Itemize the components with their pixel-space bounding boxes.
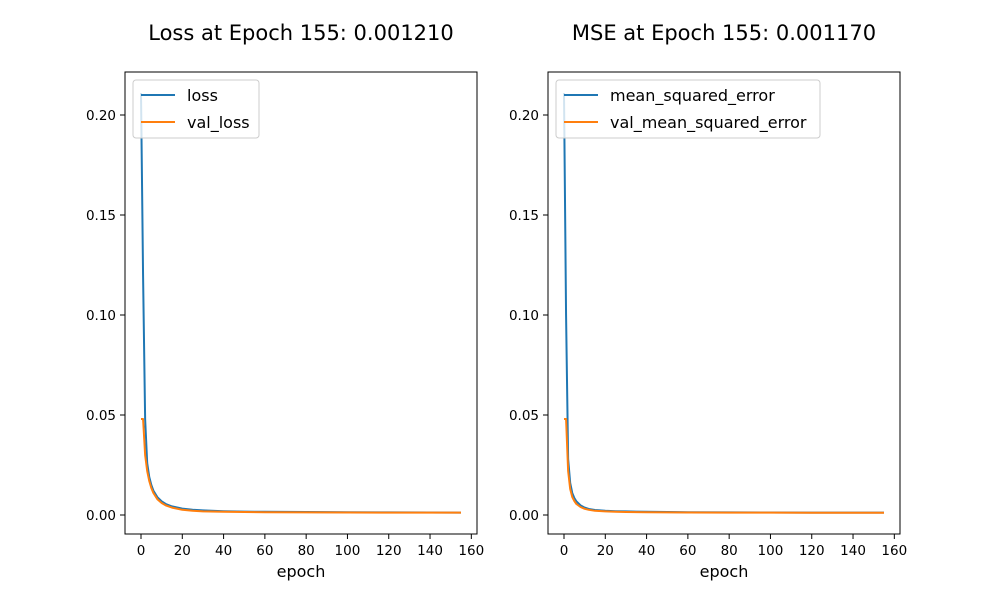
legend-frame [555,79,821,139]
series-line-val-loss [141,418,462,514]
x-tick-label: 100 [335,543,361,559]
x-tick-label: 140 [840,543,866,559]
y-tick-label: 0.20 [509,108,539,124]
y-tick-label: 0.20 [86,108,116,124]
x-tick-label: 80 [721,543,738,559]
legend-entry-loss: loss [187,86,218,105]
y-tick-label: 0.15 [86,208,116,224]
y-tick-label: 0.00 [509,508,539,524]
x-axis-label: epoch [700,562,749,581]
x-tick-label: 120 [799,543,825,559]
x-tick-label: 40 [215,543,232,559]
plot-area: 0 20 40 60 80 100 120 140 160 0.00 0.05 0.10 0.15 0.2… [509,71,907,559]
loss-chart: Loss at Epoch 155: 0.001210 0 20 40 60 80 100… [86,21,484,581]
x-tick-label: 20 [597,543,614,559]
legend-entry-val-loss: val_loss [187,113,250,133]
y-tick-label: 0.05 [509,408,539,424]
x-tick-label: 40 [638,543,655,559]
y-tick-label: 0.15 [509,208,539,224]
x-tick-label: 120 [376,543,402,559]
mse-chart: MSE at Epoch 155: 0.001170 0 20 40 60 80 100 1… [509,21,907,581]
series-line-val-mean-squared-error [564,418,885,514]
x-tick-label: 60 [256,543,273,559]
x-axis-label: epoch [277,562,326,581]
legend: mean_squared_error val_mean_squared_erro… [555,79,821,139]
chart-title: MSE at Epoch 155: 0.001170 [572,21,876,45]
x-tick-label: 0 [560,543,569,559]
x-tick-label: 160 [458,543,484,559]
axes-frame [547,71,901,535]
legend-entry-val-mean-squared-error: val_mean_squared_error [610,113,807,133]
y-tick-label: 0.05 [86,408,116,424]
x-tick-label: 140 [417,543,443,559]
legend-entry-mean-squared-error: mean_squared_error [610,86,775,106]
x-tick-label: 0 [137,543,146,559]
y-tick-label: 0.00 [86,508,116,524]
axes-frame [124,71,478,535]
x-tick-label: 160 [881,543,907,559]
y-tick-label: 0.10 [509,308,539,324]
plot-area: 0 20 40 60 80 100 120 140 160 0.00 0.05 0.10 0.15 0.2… [86,71,484,559]
chart-title: Loss at Epoch 155: 0.001210 [148,21,454,45]
x-tick-label: 60 [679,543,696,559]
x-tick-label: 20 [174,543,191,559]
x-tick-label: 80 [298,543,315,559]
y-tick-label: 0.10 [86,308,116,324]
legend: loss val_loss [132,79,260,139]
x-tick-label: 100 [758,543,784,559]
